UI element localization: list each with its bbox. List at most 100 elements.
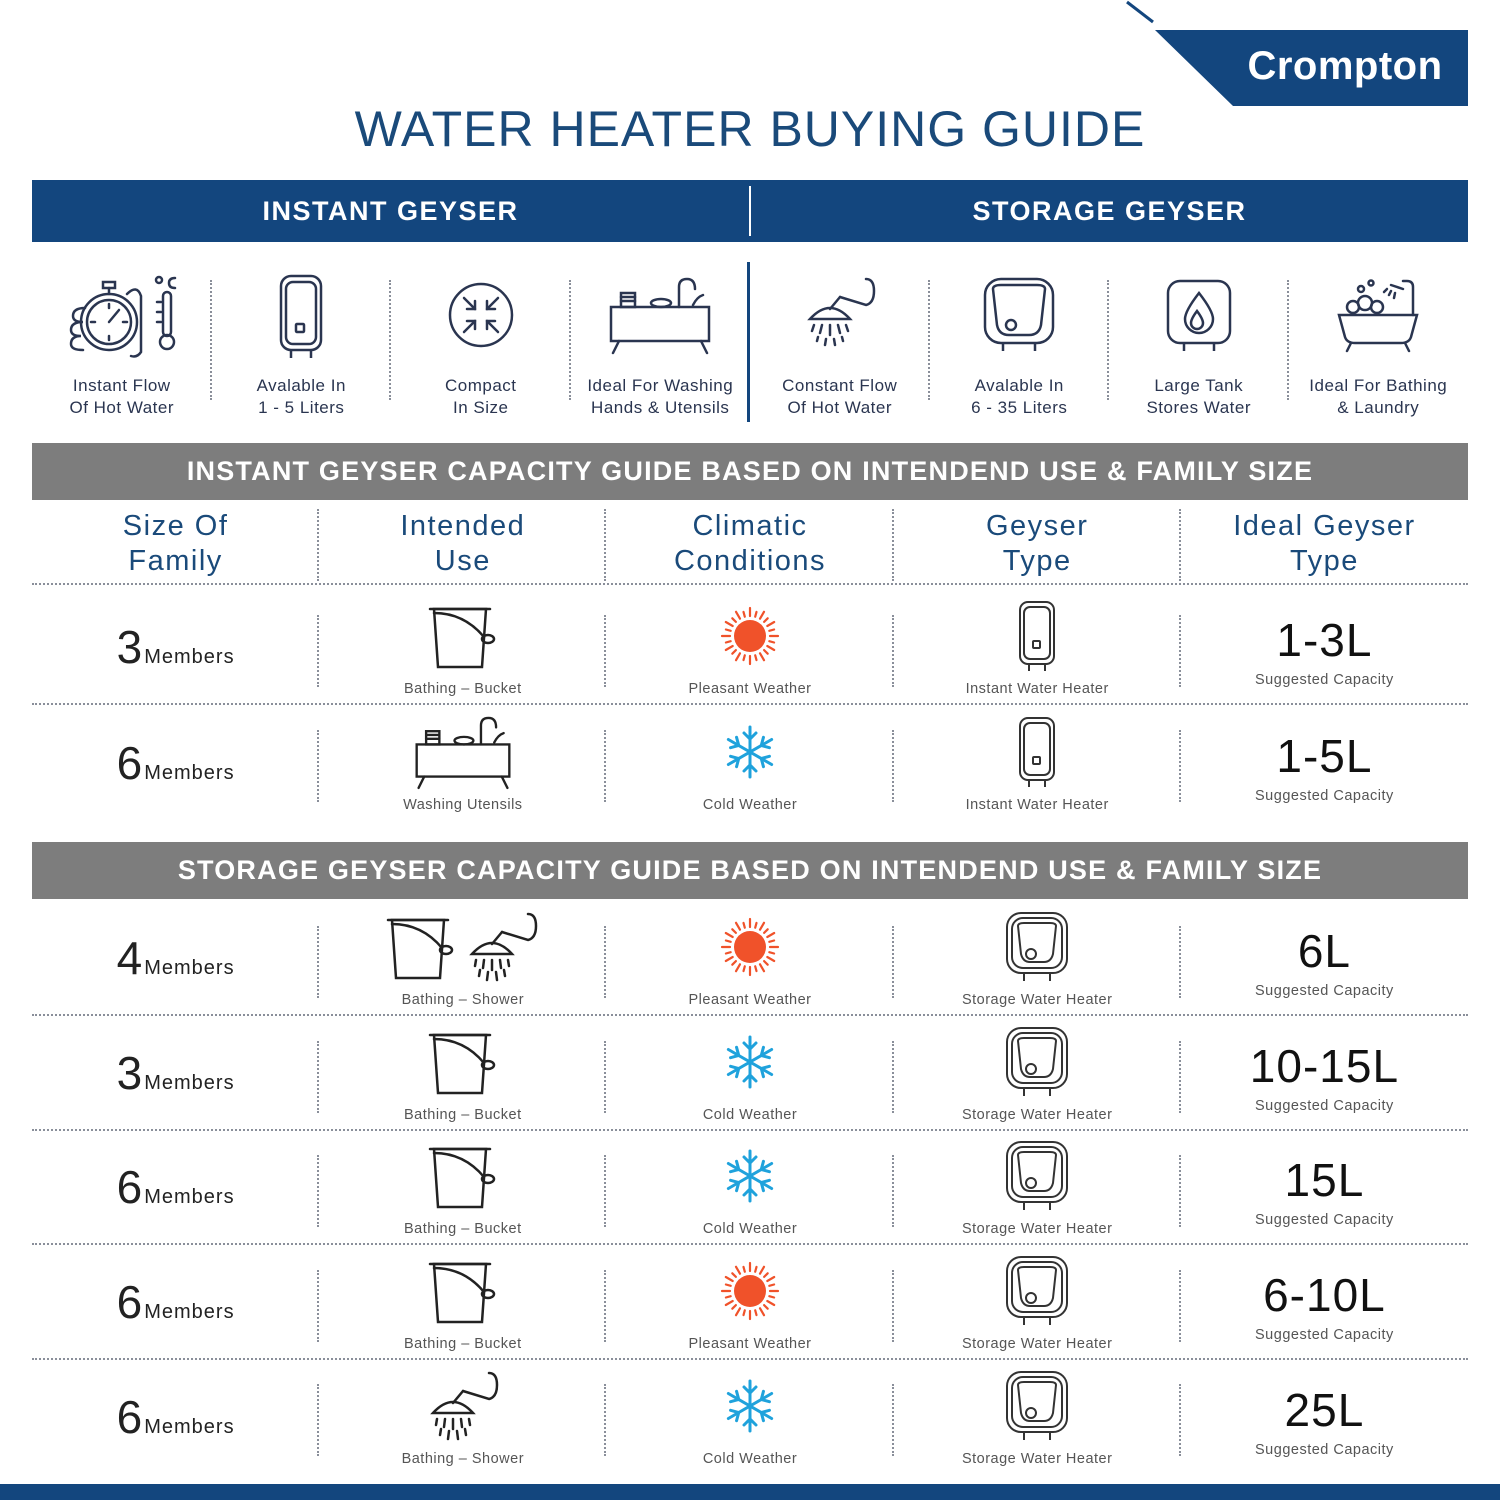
capacity-value: 1-5L bbox=[1276, 729, 1373, 782]
snowflake-icon bbox=[722, 1367, 778, 1445]
climate-cell: Cold Weather bbox=[606, 1360, 894, 1474]
column-header-line: Type bbox=[1002, 545, 1072, 577]
column-header-ideal-type: Ideal Geyser Type bbox=[1181, 505, 1468, 583]
storage-heater-icon bbox=[1004, 1252, 1070, 1330]
snowflake-icon bbox=[722, 1137, 778, 1215]
storage-heater-icon bbox=[1004, 908, 1070, 986]
column-header-line: Intended bbox=[400, 510, 526, 542]
member-count: 3 bbox=[116, 1046, 143, 1099]
column-header-line: Type bbox=[1289, 545, 1359, 577]
sun-icon bbox=[720, 597, 780, 675]
feature-line: & Laundry bbox=[1337, 398, 1420, 417]
feature-line: Constant Flow bbox=[782, 376, 898, 395]
category-bar: INSTANT GEYSER STORAGE GEYSER bbox=[32, 180, 1468, 242]
members-label: Members bbox=[144, 761, 235, 784]
family-size-cell: 6 Members bbox=[32, 706, 320, 820]
dotted-divider bbox=[891, 1040, 894, 1113]
dotted-divider bbox=[891, 1384, 894, 1456]
table-row: 6 Members Washing Utensils Cold Weather I… bbox=[32, 706, 1468, 820]
intended-use-label: Bathing – Shower bbox=[401, 992, 525, 1008]
snowflake-icon bbox=[722, 713, 778, 791]
column-header-geyser-type: Geyser Type bbox=[894, 505, 1181, 583]
dotted-divider bbox=[604, 926, 607, 998]
climate-label: Cold Weather bbox=[702, 1106, 798, 1123]
capacity-cell: 6L Suggested Capacity bbox=[1181, 902, 1468, 1014]
feature-item: Constant Flow Of Hot Water bbox=[750, 262, 930, 427]
feature-line: Of Hot Water bbox=[69, 398, 175, 417]
stopwatch-thermometer-icon bbox=[57, 262, 187, 367]
dotted-divider bbox=[1178, 1040, 1181, 1113]
column-header-family-size: Size Of Family bbox=[32, 505, 320, 583]
bathtub-icon bbox=[1333, 262, 1423, 367]
capacity-cell: 10-15L Suggested Capacity bbox=[1181, 1017, 1468, 1129]
dotted-divider bbox=[891, 509, 894, 581]
table-row: 6 Members Bathing – Bucket Pleasant Weath… bbox=[32, 1246, 1468, 1360]
category-divider bbox=[749, 186, 751, 236]
table-row: 6 Members Bathing – Bucket Cold Weather S… bbox=[32, 1131, 1468, 1245]
category-divider-vertical bbox=[747, 262, 750, 422]
family-size-cell: 6 Members bbox=[32, 1360, 320, 1474]
compact-arrows-icon bbox=[446, 262, 516, 367]
member-count: 6 bbox=[116, 1275, 143, 1328]
intended-use-label: Bathing – Bucket bbox=[403, 1106, 522, 1123]
dotted-divider bbox=[317, 1040, 320, 1113]
storage-guide-heading: STORAGE GEYSER CAPACITY GUIDE BASED ON I… bbox=[32, 842, 1468, 899]
table-row: 3 Members Bathing – Bucket Pleasant Weath… bbox=[32, 591, 1468, 705]
capacity-cell: 1-5L Suggested Capacity bbox=[1181, 706, 1468, 820]
dotted-divider bbox=[891, 615, 894, 687]
table-row: 3 Members Bathing – Bucket Cold Weather S… bbox=[32, 1017, 1468, 1131]
geyser-type-label: Storage Water Heater bbox=[961, 992, 1113, 1008]
dotted-divider bbox=[317, 926, 320, 998]
dotted-divider bbox=[604, 1155, 607, 1227]
climate-label: Cold Weather bbox=[702, 796, 798, 813]
dotted-divider bbox=[1178, 926, 1181, 998]
capacity-value: 6-10L bbox=[1263, 1268, 1386, 1321]
bucket-icon bbox=[428, 1137, 498, 1215]
climate-cell: Pleasant Weather bbox=[606, 1246, 894, 1358]
feature-item: Ideal For Washing Hands & Utensils bbox=[571, 262, 750, 427]
climate-cell: Pleasant Weather bbox=[606, 902, 894, 1014]
bucket-icon bbox=[428, 1252, 498, 1330]
dotted-divider bbox=[604, 729, 607, 802]
instant-guide-heading: INSTANT GEYSER CAPACITY GUIDE BASED ON I… bbox=[32, 443, 1468, 500]
feature-item: Ideal For Bathing & Laundry bbox=[1289, 262, 1469, 427]
capacity-value: 1-3L bbox=[1276, 614, 1373, 666]
dotted-divider bbox=[1178, 615, 1181, 687]
guide-column-headers: Size Of Family Intended Use Climatic Condit… bbox=[32, 505, 1468, 585]
geyser-type-cell: Storage Water Heater bbox=[894, 1131, 1181, 1243]
instant-heater-icon bbox=[276, 262, 326, 367]
geyser-type-label: Instant Water Heater bbox=[965, 796, 1109, 813]
column-header-line: Ideal Geyser bbox=[1233, 510, 1416, 542]
dotted-divider bbox=[1178, 509, 1181, 581]
member-count: 6 bbox=[116, 1391, 143, 1443]
dotted-divider bbox=[317, 1269, 320, 1342]
family-size-cell: 6 Members bbox=[32, 1246, 320, 1358]
column-header-line: Geyser bbox=[985, 510, 1089, 542]
column-header-line: Use bbox=[434, 545, 491, 577]
climate-cell: Pleasant Weather bbox=[606, 591, 894, 703]
geyser-type-cell: Storage Water Heater bbox=[894, 902, 1181, 1014]
dotted-divider bbox=[317, 1384, 320, 1456]
feature-line: Avalable In bbox=[974, 376, 1064, 395]
dotted-divider bbox=[209, 280, 212, 400]
feature-line: Large Tank bbox=[1154, 376, 1244, 395]
geyser-type-cell: Storage Water Heater bbox=[894, 1246, 1181, 1358]
capacity-cell: 1-3L Suggested Capacity bbox=[1181, 591, 1468, 703]
geyser-type-cell: Storage Water Heater bbox=[894, 1017, 1181, 1129]
storage-heater-icon bbox=[1004, 1137, 1070, 1215]
feature-line: Ideal For Washing bbox=[587, 376, 734, 395]
dotted-divider bbox=[568, 280, 571, 400]
geyser-type-label: Storage Water Heater bbox=[961, 1221, 1113, 1237]
capacity-value: 15L bbox=[1284, 1154, 1365, 1206]
dotted-divider bbox=[604, 509, 607, 581]
brand-name: Crompton bbox=[1247, 44, 1443, 88]
dotted-divider bbox=[927, 280, 930, 400]
bucket-icon bbox=[428, 597, 498, 675]
feature-item: Instant Flow Of Hot Water bbox=[32, 262, 212, 427]
column-header-line: Family bbox=[128, 545, 223, 577]
geyser-type-cell: Storage Water Heater bbox=[894, 1360, 1181, 1474]
sun-icon bbox=[720, 908, 780, 986]
instant-geyser-heading: INSTANT GEYSER bbox=[262, 195, 519, 226]
members-label: Members bbox=[144, 957, 235, 979]
dotted-divider bbox=[891, 729, 894, 802]
